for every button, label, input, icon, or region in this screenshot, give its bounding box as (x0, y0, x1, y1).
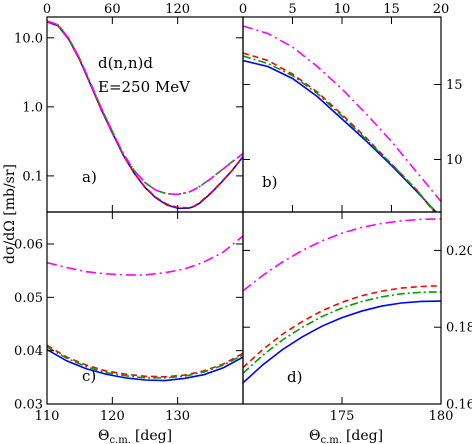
y-tick-label: 10.0 (14, 31, 43, 46)
y-tick-label: 1.0 (22, 100, 43, 115)
x-axis-label-left: Θc.m. [deg] (98, 428, 172, 444)
curves (243, 218, 441, 384)
panel-label: c) (82, 367, 96, 385)
panel-b: 0 5 10 15 20 10 15 b) (239, 2, 463, 213)
series-red_dashed (243, 284, 441, 369)
panels: 0 60 120 10.0 1.0 0.1 a) 0 5 10 15 20 10 15 b) 110 120 13… (14, 2, 472, 424)
y-tick-label: 0.18 (446, 321, 472, 336)
y-tick-label: 0.20 (446, 244, 472, 259)
curves (243, 25, 441, 212)
series-green_dashdot (47, 20, 243, 196)
x-tick-label: 130 (165, 409, 190, 424)
x-tick-label: 15 (383, 2, 400, 17)
y-tick-label: 0.1 (22, 169, 43, 184)
x-axis-label-right: Θc.m. [deg] (309, 428, 383, 444)
panel-label: a) (82, 168, 97, 186)
curves (47, 235, 243, 382)
y-tick-label: 0.04 (14, 344, 43, 359)
panel-a: 0 60 120 10.0 1.0 0.1 a) (14, 2, 244, 213)
x-tick-label: 0 (43, 2, 51, 17)
series-red_dashed (47, 344, 243, 378)
series-green_dashdot (47, 346, 243, 379)
series-magenta_dashdot (47, 235, 243, 276)
y-tick-label: 0.06 (14, 238, 43, 253)
y-tick-label: 15 (446, 78, 463, 93)
x-tick-label: 120 (165, 2, 190, 17)
panel-frame (46, 211, 244, 405)
x-tick-label: 110 (35, 409, 60, 424)
panel-label: d) (287, 368, 302, 386)
series-magenta_dashdot (243, 218, 441, 292)
series-green_dashdot (243, 291, 441, 374)
series-blue_solid (243, 300, 441, 384)
x-tick-label: 175 (330, 409, 355, 424)
x-tick-label: 180 (429, 409, 454, 424)
series-green_dashdot (243, 55, 436, 212)
y-tick-label: 10 (446, 153, 463, 168)
curves (47, 20, 243, 210)
y-tick-label: 0.03 (14, 398, 43, 413)
x-tick-label: 0 (239, 2, 247, 17)
series-blue_solid (243, 59, 437, 212)
series-magenta_dashdot (47, 20, 243, 196)
panel-label: b) (262, 173, 277, 191)
y-tick-label: 0.05 (14, 291, 43, 306)
series-magenta_dashdot (243, 25, 441, 203)
x-tick-label: 10 (334, 2, 351, 17)
x-tick-label: 5 (288, 2, 296, 17)
y-tick-label: 0.16 (446, 398, 472, 413)
x-tick-label: 120 (100, 409, 125, 424)
y-axis-label: dσ/dΩ [mb/sr] (2, 164, 18, 264)
series-blue_solid (47, 21, 243, 210)
annotation-energy: E=250 MeV (98, 78, 191, 96)
series-red_dashed (47, 21, 243, 209)
series-blue_solid (47, 348, 243, 382)
panel-c: 110 120 130 0.03 0.04 0.05 0.06 c) (14, 211, 244, 424)
annotation-reaction: d(n,n)d (98, 54, 153, 72)
x-tick-label: 60 (104, 2, 121, 17)
x-tick-label: 20 (433, 2, 450, 17)
